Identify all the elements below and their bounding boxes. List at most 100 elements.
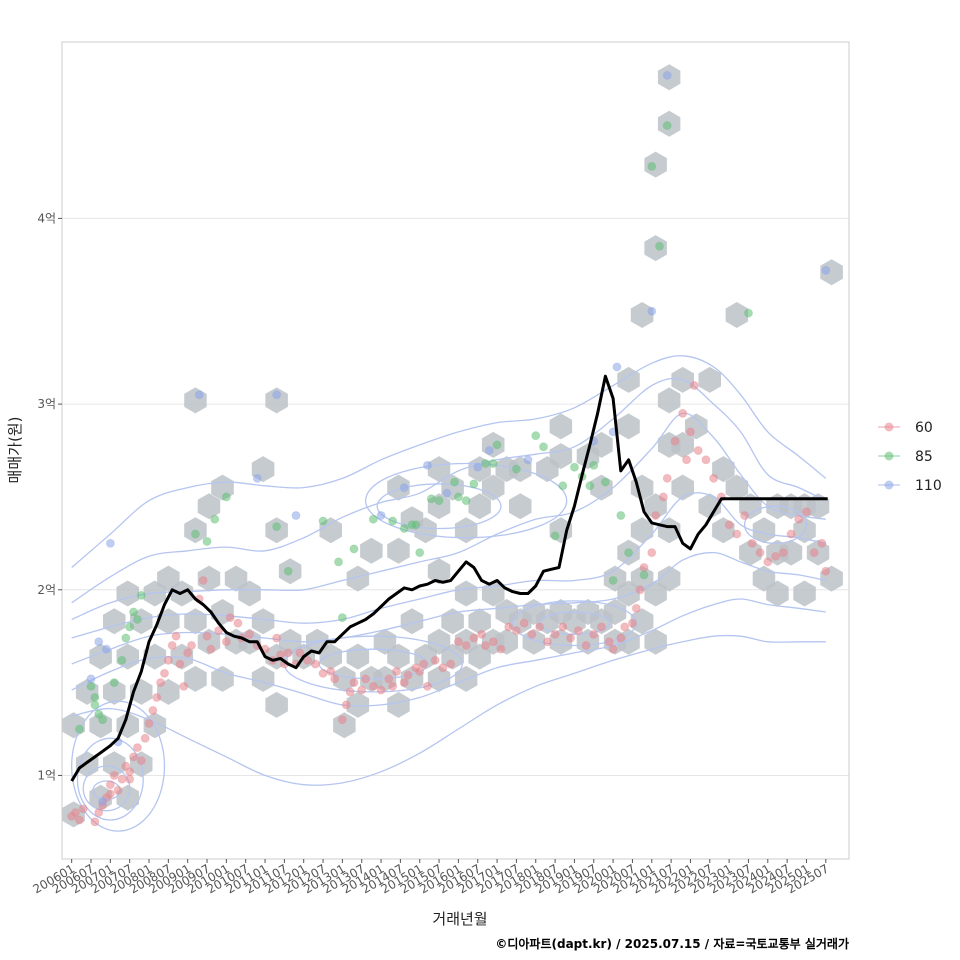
hex-bin <box>820 259 843 286</box>
hex-bin <box>400 608 424 635</box>
scatter-point-85 <box>538 442 548 452</box>
scatter-point-60 <box>566 633 576 643</box>
scatter-point-60 <box>132 743 142 753</box>
scatter-point-60 <box>136 756 146 766</box>
scatter-point-60 <box>90 817 100 827</box>
scatter-point-60 <box>245 629 255 639</box>
scatter-point-60 <box>214 626 224 636</box>
hex-bin <box>698 366 721 393</box>
scatter-point-110 <box>662 70 672 80</box>
hex-bin <box>333 665 356 692</box>
scatter-point-60 <box>635 585 645 595</box>
scatter-point-60 <box>148 705 158 715</box>
scatter-point-110 <box>101 644 111 654</box>
scatter-point-85 <box>426 494 436 504</box>
hex-bin <box>197 493 221 520</box>
scatter-point-85 <box>411 520 421 530</box>
scatter-point-60 <box>171 631 181 641</box>
scatter-point-110 <box>422 460 432 470</box>
density-contour-ring <box>71 700 166 832</box>
scatter-point-110 <box>473 462 483 472</box>
scatter-point-85 <box>461 496 471 506</box>
hex-bin <box>468 493 491 520</box>
scatter-point-85 <box>647 161 657 171</box>
hex-bin <box>143 643 167 670</box>
scatter-point-60 <box>125 767 135 777</box>
scatter-point-85 <box>74 724 84 734</box>
scatter-point-60 <box>419 659 429 669</box>
scatter-point-60 <box>310 659 320 669</box>
scatter-point-60 <box>206 644 216 654</box>
hex-bin <box>454 517 478 544</box>
density-contour-ring <box>364 462 568 539</box>
scatter-point-60 <box>527 629 537 639</box>
scatter-point-110 <box>399 483 409 493</box>
scatter-point-85 <box>662 121 672 131</box>
hex-bin <box>712 456 735 483</box>
scatter-point-60 <box>179 681 189 691</box>
scatter-point-60 <box>732 529 742 539</box>
hex-bin <box>238 580 261 607</box>
scatter-point-60 <box>392 666 402 676</box>
scatter-point-60 <box>461 640 471 650</box>
scatter-point-60 <box>71 808 81 818</box>
hex-bin <box>657 565 681 592</box>
scatter-point-60 <box>662 473 672 483</box>
scatter-point-60 <box>376 685 386 695</box>
scatter-point-85 <box>434 496 444 506</box>
hex-bin <box>766 580 789 607</box>
hex-bin <box>752 517 776 544</box>
hex-bin <box>387 537 410 564</box>
hex-bin <box>644 628 667 655</box>
scatter-point-85 <box>349 544 359 554</box>
scatter-point-85 <box>94 709 104 719</box>
scatter-point-60 <box>740 510 750 520</box>
scatter-point-60 <box>670 436 680 446</box>
scatter-point-60 <box>682 455 692 465</box>
scatter-point-110 <box>523 455 533 465</box>
scatter-point-60 <box>573 626 583 636</box>
scatter-point-60 <box>303 655 313 665</box>
scatter-point-60 <box>152 692 162 702</box>
y-tick-label: 1억 <box>37 768 56 782</box>
legend-key-110 <box>884 480 894 490</box>
hex-bin <box>630 517 654 544</box>
hex-bin <box>427 665 451 692</box>
plot-panel <box>62 42 849 859</box>
hex-bin <box>793 580 816 607</box>
legend-key-60 <box>884 422 894 432</box>
scatter-point-110 <box>376 510 386 520</box>
scatter-point-85 <box>511 464 521 474</box>
density-contour <box>71 634 826 786</box>
scatter-point-60 <box>295 648 305 658</box>
scatter-point-85 <box>531 431 541 441</box>
scatter-point-60 <box>608 644 618 654</box>
scatter-point-60 <box>94 808 104 818</box>
scatter-point-60 <box>175 659 185 669</box>
scatter-point-85 <box>368 514 378 524</box>
scatter-point-60 <box>504 622 514 632</box>
hex-bin <box>360 537 383 564</box>
scatter-point-85 <box>125 622 135 632</box>
scatter-point-60 <box>627 618 637 628</box>
hex-bin <box>197 565 221 592</box>
scatter-point-60 <box>361 674 371 684</box>
hex-bin <box>116 580 139 607</box>
scatter-point-60 <box>163 655 173 665</box>
scatter-point-85 <box>283 566 293 576</box>
scatter-point-60 <box>330 674 340 684</box>
scatter-point-60 <box>821 566 831 576</box>
scatter-point-60 <box>693 446 703 455</box>
hex-bin <box>211 665 234 692</box>
density-contour <box>71 598 826 707</box>
scatter-point-85 <box>624 548 634 558</box>
scatter-point-60 <box>535 622 545 632</box>
hex-bin <box>644 151 667 178</box>
scatter-point-60 <box>724 520 734 530</box>
trend-line <box>70 374 828 782</box>
scatter-point-85 <box>190 529 200 539</box>
scatter-point-60 <box>105 789 115 799</box>
y-tick-label: 2억 <box>37 583 56 597</box>
hex-bin <box>427 456 451 483</box>
scatter-point-85 <box>616 510 626 520</box>
